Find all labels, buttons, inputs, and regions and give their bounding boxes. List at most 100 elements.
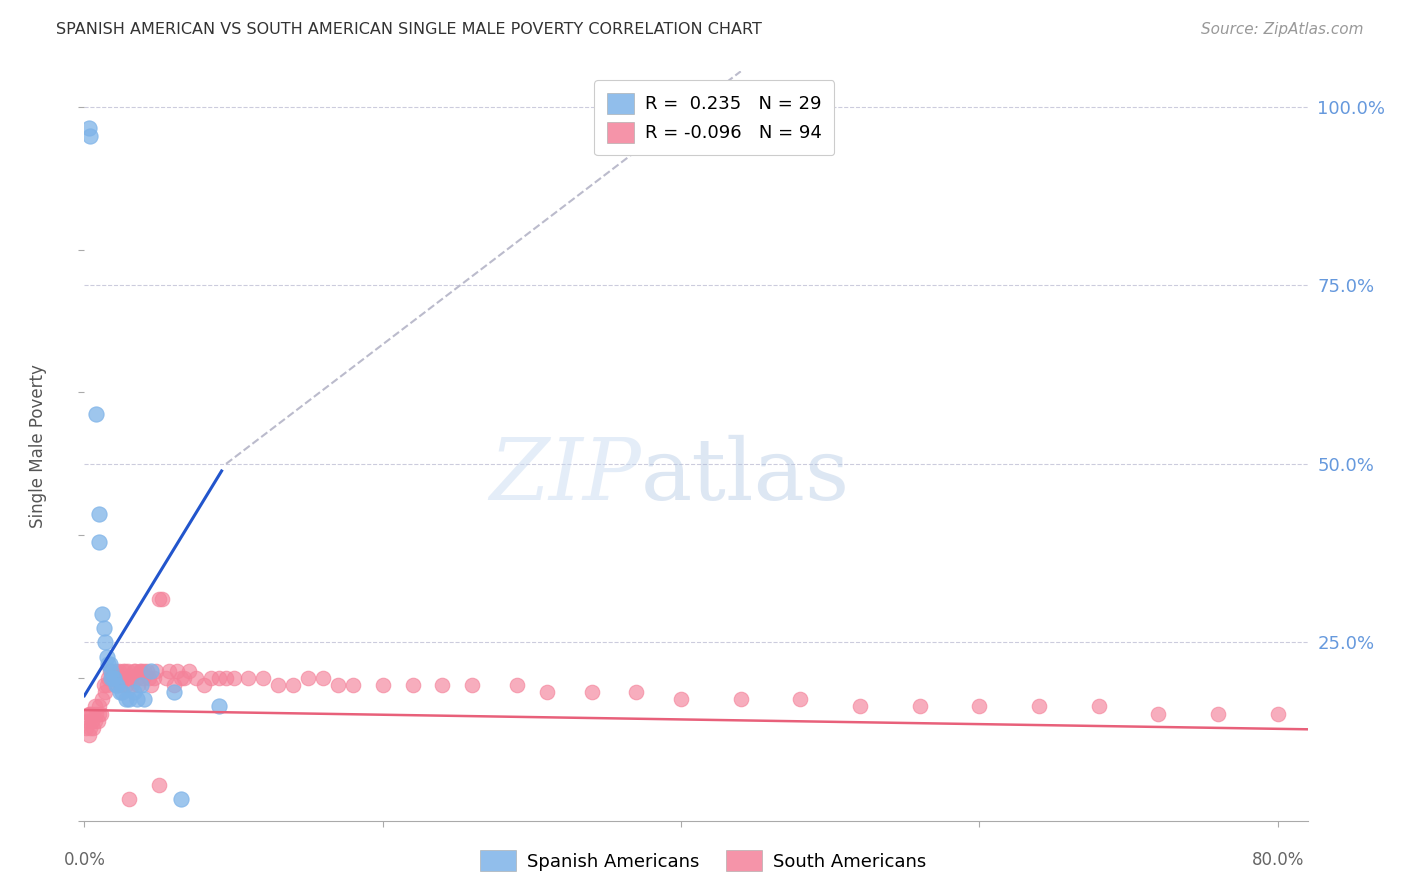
Point [122,664,145,678]
Point [789,692,811,706]
Point [83,699,105,714]
Point [267,678,290,692]
Point [432,678,454,692]
Text: ZIP: ZIP [489,434,641,517]
Point [193,678,215,692]
Point [118,692,141,706]
Point [141,664,163,678]
Point [506,678,529,692]
Point [100,671,122,685]
Point [207,699,229,714]
Point [84,706,107,721]
Point [117,664,139,678]
Point [98,664,121,678]
Point [125,692,148,706]
Point [89,699,111,714]
Point [1028,699,1050,714]
Point [581,685,603,699]
Point [96,678,118,692]
Point [80,706,103,721]
Point [97,671,120,685]
Point [97,657,120,671]
Point [105,671,128,685]
Point [114,664,136,678]
Point [136,664,159,678]
Point [157,664,180,678]
Point [96,649,118,664]
Point [103,671,125,685]
Point [132,692,155,706]
Text: Single Male Poverty: Single Male Poverty [30,364,46,528]
Point [849,699,872,714]
Text: SPANISH AMERICAN VS SOUTH AMERICAN SINGLE MALE POVERTY CORRELATION CHART: SPANISH AMERICAN VS SOUTH AMERICAN SINGL… [56,22,762,37]
Point [312,671,335,685]
Point [283,678,305,692]
Point [215,671,238,685]
Point [155,671,177,685]
Point [1087,699,1109,714]
Point [127,678,149,692]
Legend: Spanish Americans, South Americans: Spanish Americans, South Americans [472,843,934,879]
Point [101,671,124,685]
Point [122,685,145,699]
Point [131,671,153,685]
Point [104,678,127,692]
Point [107,664,129,678]
Point [83,714,105,728]
Point [94,685,117,699]
Point [969,699,991,714]
Point [1206,706,1229,721]
Point [91,692,114,706]
Legend: R =  0.235   N = 29, R = -0.096   N = 94: R = 0.235 N = 29, R = -0.096 N = 94 [595,80,834,155]
Point [108,678,131,692]
Point [111,671,134,685]
Point [177,664,200,678]
Point [89,507,111,521]
Point [1147,706,1170,721]
Point [170,792,193,806]
Point [100,664,122,678]
Text: 80.0%: 80.0% [1251,851,1303,869]
Point [342,678,364,692]
Point [101,671,124,685]
Point [79,721,101,735]
Point [93,621,115,635]
Point [536,685,558,699]
Point [79,128,101,143]
Point [120,671,142,685]
Point [115,692,138,706]
Point [104,664,127,678]
Point [326,678,349,692]
Point [1267,706,1289,721]
Point [141,678,163,692]
Point [669,692,692,706]
Point [87,714,110,728]
Point [100,671,122,685]
Point [170,671,193,685]
Text: Source: ZipAtlas.com: Source: ZipAtlas.com [1201,22,1364,37]
Point [111,685,134,699]
Point [129,664,152,678]
Point [401,678,423,692]
Point [124,664,146,678]
Point [121,678,143,692]
Point [118,792,141,806]
Point [115,678,138,692]
Point [252,671,274,685]
Point [132,664,155,678]
Point [238,671,260,685]
Text: atlas: atlas [641,434,851,517]
Point [84,407,107,421]
Point [82,721,104,735]
Point [148,592,170,607]
Point [150,592,173,607]
Point [200,671,222,685]
Point [908,699,931,714]
Point [148,778,170,792]
Point [461,678,484,692]
Point [77,706,100,721]
Point [143,671,166,685]
Point [222,671,245,685]
Point [80,714,103,728]
Point [297,671,319,685]
